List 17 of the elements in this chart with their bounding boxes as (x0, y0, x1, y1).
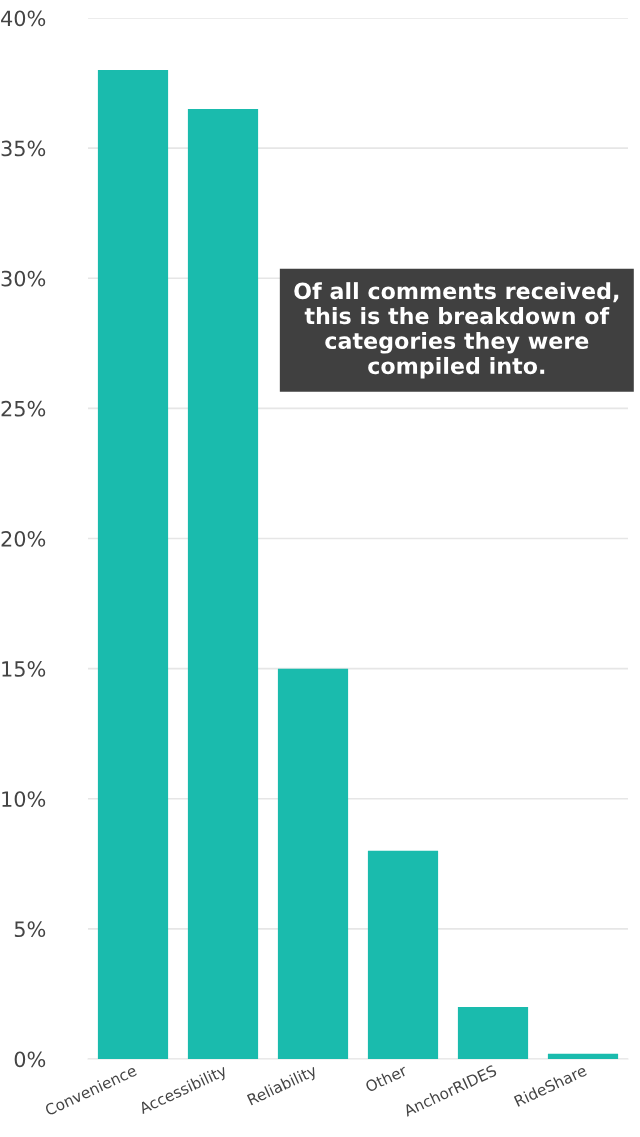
y-tick-label: 30% (1, 270, 46, 287)
bar (367, 850, 439, 1059)
bar (547, 1053, 619, 1059)
bar (187, 109, 259, 1059)
y-tick-label: 5% (14, 921, 46, 938)
y-tick-label: 25% (1, 400, 46, 417)
y-tick-label: 0% (14, 1051, 46, 1068)
y-tick-label: 35% (1, 140, 46, 157)
y-tick-label: 15% (2, 661, 46, 677)
bar (277, 668, 349, 1059)
x-tick-label: Other (364, 1063, 408, 1093)
y-tick-label: 40% (1, 10, 46, 27)
y-tick-label: 20% (1, 530, 46, 547)
annotation: Of all comments received, this is the breakdown of categories they were compiled into. (294, 282, 619, 379)
y-tick-label: 10% (2, 791, 46, 807)
bar (457, 1006, 529, 1059)
bar (97, 70, 169, 1059)
